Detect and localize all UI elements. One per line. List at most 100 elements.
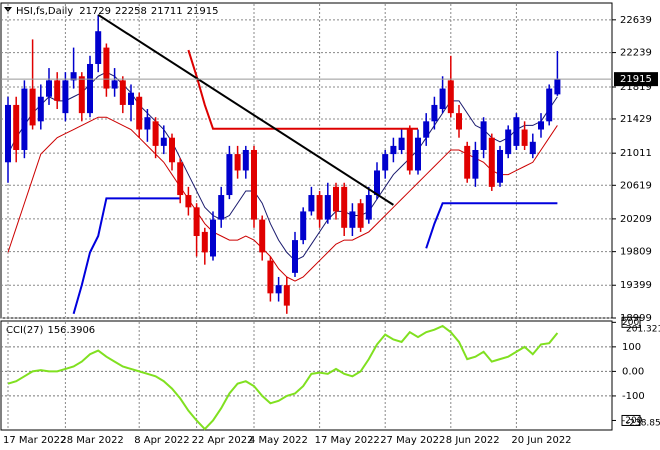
candle-body <box>529 141 536 155</box>
x-tick-label: 20 Jun 2022 <box>511 435 571 446</box>
x-tick-label: 8 Jun 2022 <box>446 435 500 446</box>
candle-body <box>538 121 544 130</box>
candle-body <box>349 211 356 228</box>
candle-body <box>374 170 380 196</box>
candle-body <box>54 80 61 101</box>
candle-body <box>546 88 553 122</box>
current-price-box <box>614 72 658 87</box>
candle-body <box>365 195 372 220</box>
candle-body <box>218 195 225 220</box>
low: 21711 <box>151 6 183 17</box>
cci-value: 156.3906 <box>47 325 95 336</box>
chart-header: HSI,fs,Daily 21729 22258 21711 21915 <box>16 6 218 17</box>
candle-body <box>275 285 282 294</box>
candle-body <box>308 195 315 212</box>
candle-body <box>415 137 421 171</box>
y-scale-max: 201.3217 <box>626 325 660 335</box>
candle-body <box>431 104 438 122</box>
candle-body <box>251 149 257 220</box>
candle-body <box>488 137 495 187</box>
candle-body <box>554 79 561 95</box>
candle-body <box>267 260 274 294</box>
x-tick-label: 17 May 2022 <box>315 435 380 446</box>
candle-body <box>78 76 85 114</box>
indicator-line <box>187 49 418 130</box>
y-scale-min: -238.856 <box>626 419 660 429</box>
y-tick-label: 0.00 <box>622 366 644 377</box>
candle-body <box>398 137 405 150</box>
candle-body <box>497 149 503 183</box>
x-tick-label: 4 May 2022 <box>249 435 308 446</box>
x-tick-label: 22 Apr 2022 <box>192 435 254 446</box>
candle-body <box>423 121 430 138</box>
y-tick-label: 21429 <box>620 114 652 125</box>
candle-body <box>505 129 512 155</box>
x-tick-label: 17 Mar 2022 <box>3 435 66 446</box>
high: 22258 <box>115 6 147 17</box>
candle-body <box>292 240 298 273</box>
candle-body <box>480 121 487 150</box>
close: 21915 <box>187 6 219 17</box>
y-tick-label: 20209 <box>620 214 652 225</box>
chart-title: HSI,fs,Daily <box>16 6 73 17</box>
y-tick-label: 19809 <box>620 247 652 258</box>
indicator-line <box>72 197 181 315</box>
candle-body <box>128 92 134 105</box>
candle-body <box>341 186 348 228</box>
candle-body <box>169 137 175 163</box>
y-tick-label: -100 <box>622 391 645 402</box>
candle-body <box>283 285 290 306</box>
candle-body <box>177 162 184 196</box>
candle-body <box>439 88 446 110</box>
candle-body <box>456 113 462 130</box>
y-tick-label: 18999 <box>620 313 652 324</box>
x-tick-label: 28 Mar 2022 <box>60 435 123 446</box>
x-tick-label: 8 Apr 2022 <box>134 435 189 446</box>
candle-body <box>62 80 69 114</box>
candle-body <box>324 195 331 220</box>
candle-body <box>382 154 389 171</box>
indicator-line <box>7 71 558 262</box>
y-tick-label: -200 <box>622 416 643 426</box>
cci-header: CCI(27) 156.3906 <box>6 325 95 336</box>
candle-body <box>259 219 266 253</box>
y-tick-label: 21011 <box>620 148 652 159</box>
candle-body <box>234 154 241 171</box>
candle-body <box>472 149 479 179</box>
candle-body <box>160 137 167 146</box>
cci-title: CCI(27) <box>6 325 44 336</box>
candle-body <box>300 211 307 241</box>
candle-body <box>111 80 118 89</box>
candle-body <box>37 96 44 122</box>
candle-body <box>357 203 364 228</box>
candle-body <box>119 80 126 105</box>
y-tick-label: 100 <box>622 342 641 353</box>
candle-body <box>226 154 233 196</box>
candle-body <box>46 80 52 97</box>
candle-body <box>333 186 339 212</box>
indicator-line <box>7 324 559 431</box>
candle-body <box>464 145 471 179</box>
candle-body <box>406 129 413 171</box>
y-tick-label: 21819 <box>620 82 652 93</box>
candle-body <box>513 117 520 146</box>
candle-body <box>29 88 36 126</box>
y-tick-label: 200 <box>622 318 639 328</box>
candle-body <box>316 195 323 220</box>
trendline <box>97 13 394 206</box>
open: 21729 <box>79 6 111 17</box>
candle-body <box>87 63 93 114</box>
candle-body <box>193 207 200 237</box>
candle-body <box>521 129 528 146</box>
tick-box <box>621 316 641 328</box>
candle-body <box>70 72 77 81</box>
indicator-line <box>425 202 558 249</box>
cci-panel <box>0 320 613 431</box>
candle-body <box>201 231 208 253</box>
candle-body <box>103 47 110 89</box>
candle-body <box>136 96 143 130</box>
candle-body <box>144 117 151 130</box>
candle-body <box>152 121 159 146</box>
tick-box <box>621 414 641 426</box>
